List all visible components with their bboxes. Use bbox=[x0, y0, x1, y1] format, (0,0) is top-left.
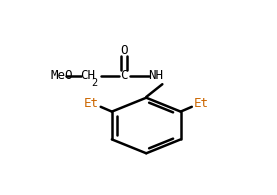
Text: NH: NH bbox=[148, 69, 163, 82]
Text: MeO: MeO bbox=[51, 69, 73, 82]
Text: Et: Et bbox=[84, 97, 99, 110]
Text: CH: CH bbox=[80, 69, 95, 82]
Text: Et: Et bbox=[194, 97, 209, 110]
Text: C: C bbox=[120, 69, 127, 82]
Text: 2: 2 bbox=[91, 78, 98, 88]
Text: O: O bbox=[120, 44, 127, 57]
